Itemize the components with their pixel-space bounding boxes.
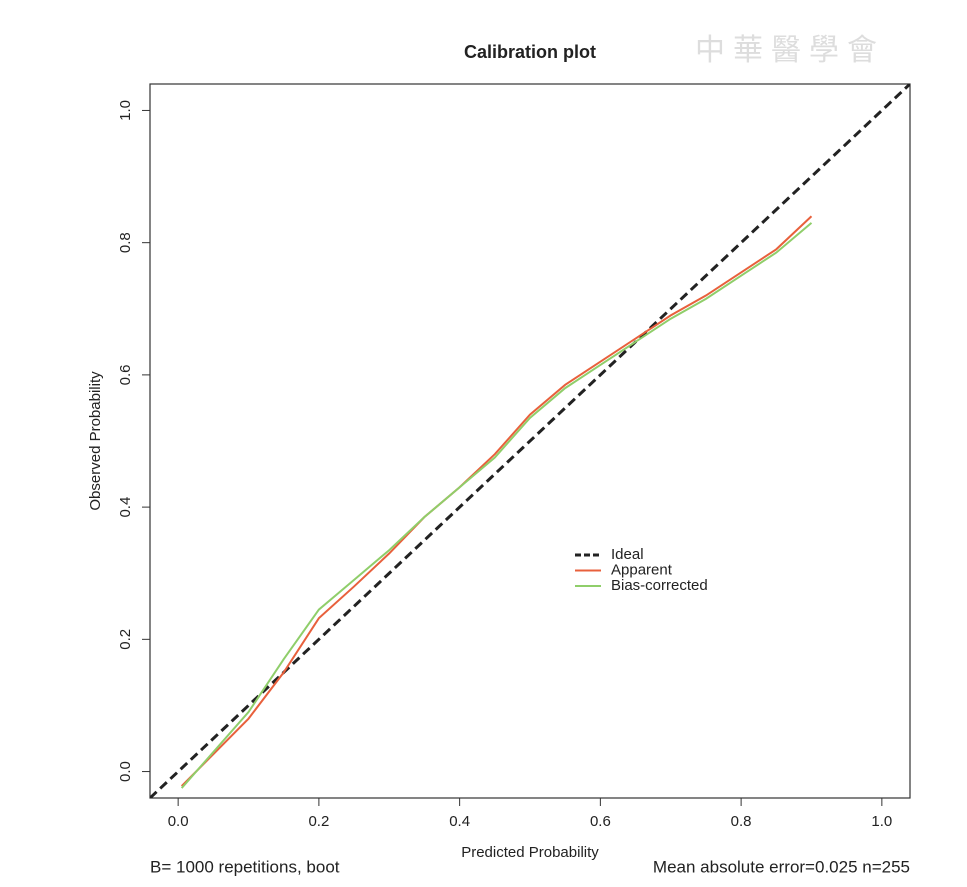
x-tick-label: 0.8 — [731, 813, 752, 830]
footnote: B= 1000 repetitions, boot — [150, 857, 340, 876]
y-tick-label: 1.0 — [117, 100, 134, 121]
series-line — [180, 222, 813, 789]
legend-label: Bias-corrected — [611, 577, 708, 594]
x-axis-label: Predicted Probability — [461, 844, 599, 861]
chart-title: Calibration plot — [464, 42, 596, 62]
x-tick-label: 1.0 — [871, 813, 892, 830]
y-tick-label: 0.4 — [117, 497, 134, 518]
y-tick-label: 0.8 — [117, 232, 134, 253]
x-tick-label: 0.6 — [590, 813, 611, 830]
y-tick-label: 0.0 — [117, 761, 134, 782]
legend-label: Apparent — [611, 561, 673, 578]
series-line — [180, 215, 813, 787]
x-tick-label: 0.4 — [449, 813, 470, 830]
legend-label: Ideal — [611, 546, 644, 563]
series-line — [150, 84, 910, 798]
y-axis-label: Observed Probability — [87, 371, 104, 511]
y-tick-label: 0.6 — [117, 364, 134, 385]
watermark: 中華醫學會 — [695, 33, 885, 68]
x-tick-label: 0.2 — [308, 813, 329, 830]
x-tick-label: 0.0 — [168, 813, 189, 830]
footnote: Mean absolute error=0.025 n=255 — [653, 857, 910, 876]
plot-frame — [149, 83, 911, 799]
y-tick-label: 0.2 — [117, 629, 134, 650]
